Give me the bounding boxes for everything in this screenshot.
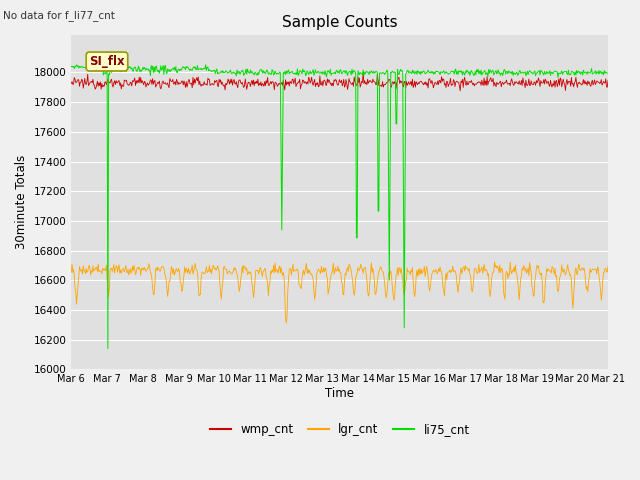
X-axis label: Time: Time	[325, 387, 354, 400]
Title: Sample Counts: Sample Counts	[282, 15, 397, 30]
Text: No data for f_li77_cnt: No data for f_li77_cnt	[3, 11, 115, 22]
Y-axis label: 30minute Totals: 30minute Totals	[15, 155, 28, 250]
Text: SI_flx: SI_flx	[89, 55, 125, 68]
Legend: wmp_cnt, lgr_cnt, li75_cnt: wmp_cnt, lgr_cnt, li75_cnt	[205, 419, 474, 441]
